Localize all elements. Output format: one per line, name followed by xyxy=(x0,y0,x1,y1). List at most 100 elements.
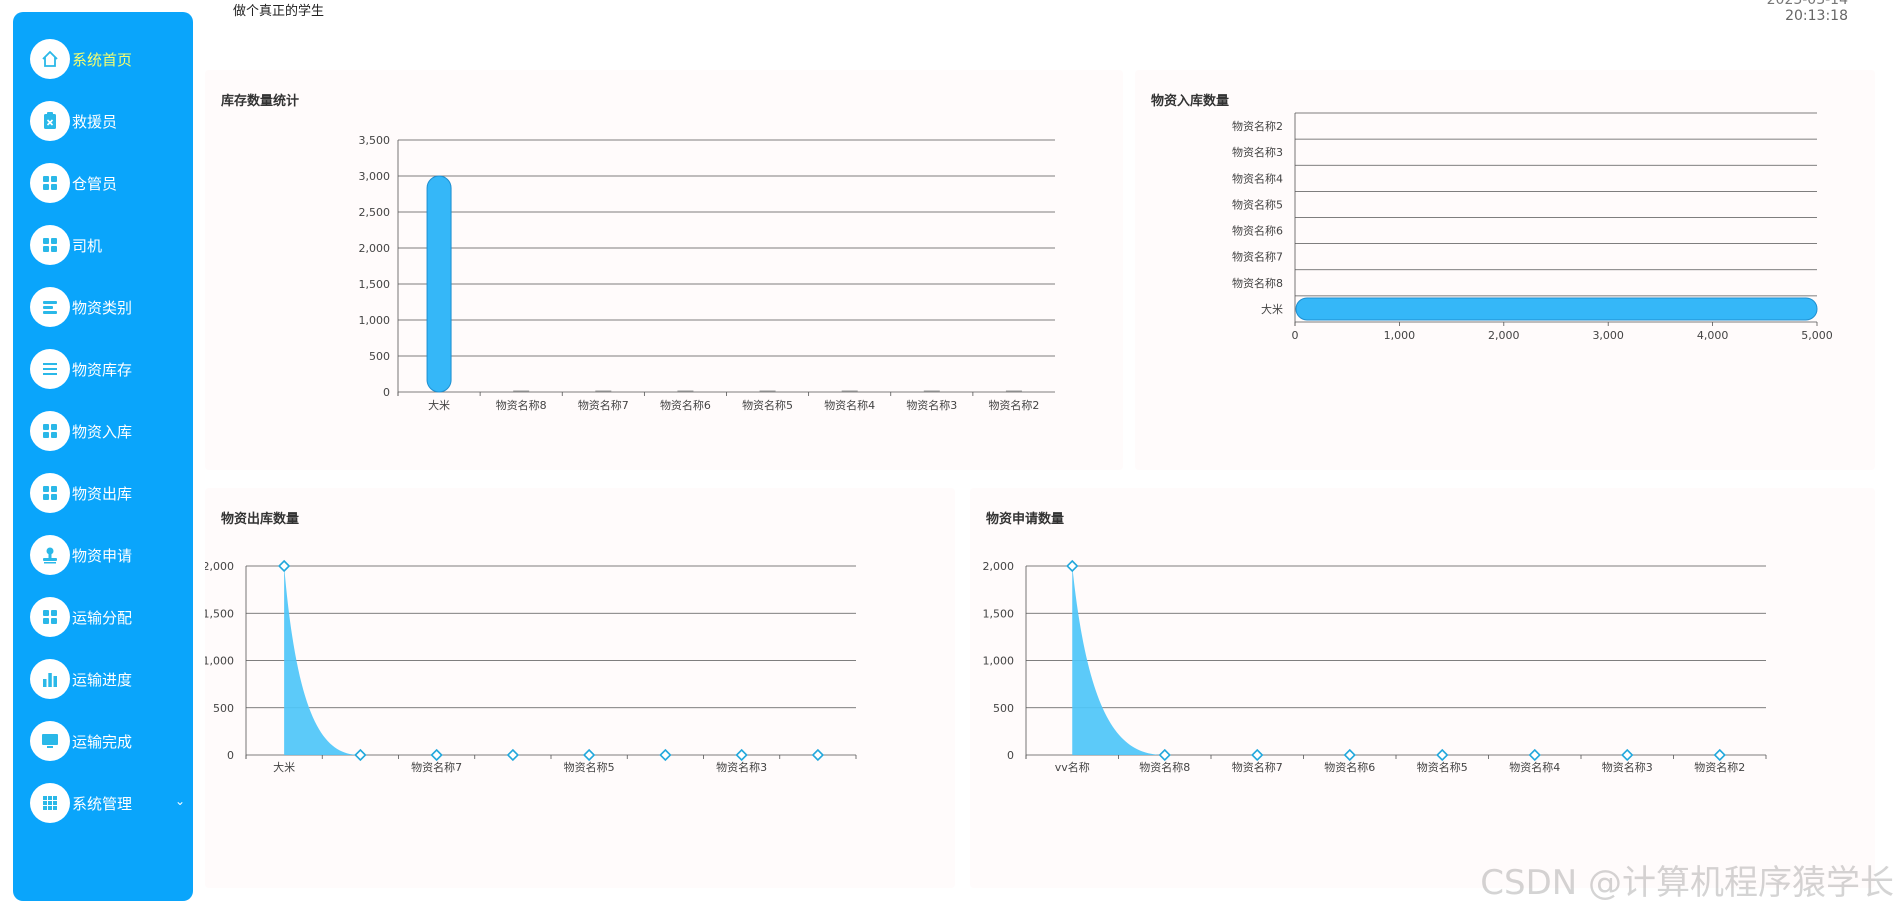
grid-icon xyxy=(30,597,70,637)
y-tick-label: 3,500 xyxy=(359,134,391,147)
header-time: 20:13:18 xyxy=(1785,8,1848,24)
x-tick-label: 物资名称5 xyxy=(1417,760,1468,774)
chevron-down-icon[interactable]: ⌄ xyxy=(174,794,185,808)
data-point xyxy=(1528,748,1541,762)
sidebar-item-12[interactable]: 系统管理 ⌄ xyxy=(30,783,185,823)
grid-icon xyxy=(30,411,70,451)
bar xyxy=(426,175,452,393)
y-tick-label: 物资名称4 xyxy=(1232,171,1283,185)
y-tick-label: 500 xyxy=(213,702,234,715)
apply-chart-title: 物资申请数量 xyxy=(986,512,1065,527)
y-tick-label: 2,000 xyxy=(983,560,1015,573)
y-tick-label: 物资名称6 xyxy=(1232,224,1283,238)
sidebar-item-label: 物资库存 xyxy=(72,360,133,379)
sidebar-item-3[interactable]: 司机 xyxy=(30,225,185,265)
category-icon xyxy=(30,287,70,327)
sidebar-item-6[interactable]: 物资入库 xyxy=(30,411,185,451)
x-tick-label: 物资名称8 xyxy=(1139,760,1190,774)
grid-icon xyxy=(30,473,70,513)
apply-chart-panel: 物资申请数量 0 500 1,000 1,500 2,000 vv名称 物资名称8 物资名称7… xyxy=(970,488,1875,888)
watermark: CSDN @计算机程序猿学长 xyxy=(1480,863,1894,903)
sidebar-item-label: 司机 xyxy=(72,236,103,255)
y-tick-label: 1,000 xyxy=(359,314,391,327)
apps-icon xyxy=(30,783,70,823)
sidebar-item-0[interactable]: 系统首页 xyxy=(30,39,185,79)
bar-chart-icon xyxy=(30,659,70,699)
x-tick-label: 物资名称5 xyxy=(742,398,793,412)
top-header xyxy=(205,0,1875,45)
y-tick-label: 0 xyxy=(383,386,390,399)
y-tick-label: 2,500 xyxy=(359,206,391,219)
sidebar-item-9[interactable]: 运输分配 xyxy=(30,597,185,637)
sidebar-item-label: 物资申请 xyxy=(72,546,133,565)
sidebar: 系统首页救援员仓管员司机物资类别物资库存物资入库物资出库物资申请运输分配运输进度… xyxy=(13,12,193,901)
sidebar-item-label: 物资出库 xyxy=(72,484,133,503)
grid-icon xyxy=(30,163,70,203)
x-tick-label: 物资名称3 xyxy=(906,398,957,412)
y-tick-label: 物资名称2 xyxy=(1232,119,1283,133)
y-tick-label: 0 xyxy=(227,749,234,762)
y-tick-label: 物资名称5 xyxy=(1232,197,1283,211)
x-tick-label: 物资名称6 xyxy=(660,398,711,412)
x-tick-label: 大米 xyxy=(273,760,295,774)
y-tick-label: 1,000 xyxy=(983,655,1015,668)
header-motto: 做个真正的学生 xyxy=(233,4,325,19)
y-tick-label: 物资名称3 xyxy=(1232,145,1283,159)
y-tick-label: 500 xyxy=(369,350,390,363)
stock-chart-title: 库存数量统计 xyxy=(221,94,300,109)
x-tick-label: 1,000 xyxy=(1384,329,1416,342)
y-tick-label: 2,000 xyxy=(359,242,391,255)
sidebar-item-8[interactable]: 物资申请 xyxy=(30,535,185,575)
outbound-chart-panel: 物资出库数量 0 500 1,000 1,500 2,000 大米 物资名称7 物资名称5 物资… xyxy=(205,488,955,888)
y-tick-label: 1,000 xyxy=(205,655,234,668)
sidebar-item-label: 运输分配 xyxy=(72,608,133,627)
sidebar-item-11[interactable]: 运输完成 xyxy=(30,721,185,761)
data-point xyxy=(354,748,367,762)
sidebar-item-5[interactable]: 物资库存 xyxy=(30,349,185,389)
outbound-area-chart: 0 500 1,000 1,500 2,000 大米 物资名称7 物资名称5 物资名称3 xyxy=(205,559,857,774)
list-icon xyxy=(30,349,70,389)
y-tick-label: 物资名称7 xyxy=(1232,250,1283,264)
data-point xyxy=(1621,748,1634,762)
sidebar-item-label: 运输进度 xyxy=(72,670,133,689)
monitor-icon xyxy=(30,721,70,761)
sidebar-item-2[interactable]: 仓管员 xyxy=(30,163,185,203)
x-tick-label: 物资名称8 xyxy=(496,398,547,412)
sidebar-item-4[interactable]: 物资类别 xyxy=(30,287,185,327)
sidebar-item-10[interactable]: 运输进度 xyxy=(30,659,185,699)
x-tick-label: 物资名称3 xyxy=(1602,760,1653,774)
x-tick-label: 物资名称7 xyxy=(411,760,462,774)
inbound-hbar-chart: 大米 物资名称8 物资名称7 物资名称6 物资名称5 物资名称4 物资名称3 物资名称2 0 1,… xyxy=(1232,112,1833,342)
y-tick-label: 500 xyxy=(993,702,1014,715)
x-tick-label: 物资名称6 xyxy=(1324,760,1375,774)
x-tick-label: 0 xyxy=(1292,329,1299,342)
x-tick-label: 大米 xyxy=(428,398,450,412)
inbound-chart-title: 物资入库数量 xyxy=(1151,94,1230,109)
data-point xyxy=(1066,559,1079,573)
y-tick-label: 2,000 xyxy=(205,560,234,573)
data-point xyxy=(277,559,291,573)
x-tick-label: vv名称 xyxy=(1055,760,1090,774)
bar xyxy=(1295,297,1818,321)
x-tick-label: 物资名称3 xyxy=(716,760,767,774)
sidebar-item-label: 系统管理 xyxy=(72,794,133,813)
data-point xyxy=(506,748,520,762)
x-tick-label: 2,000 xyxy=(1488,329,1520,342)
data-point xyxy=(811,748,825,762)
x-tick-label: 物资名称2 xyxy=(1694,760,1745,774)
y-tick-label: 1,500 xyxy=(359,278,391,291)
header-date: 2023-03-14 xyxy=(1766,0,1848,8)
y-tick-label: 1,500 xyxy=(983,607,1015,620)
y-tick-label: 3,000 xyxy=(359,170,391,183)
data-point xyxy=(1713,748,1726,762)
data-point xyxy=(1251,748,1264,762)
sidebar-item-1[interactable]: 救援员 xyxy=(30,101,185,141)
sidebar-item-label: 运输完成 xyxy=(72,732,133,751)
x-tick-label: 5,000 xyxy=(1801,329,1833,342)
stock-chart-panel: 库存数量统计 0 500 1,000 1,500 2,000 2,500 3,000 3,50… xyxy=(205,70,1123,470)
y-tick-label: 0 xyxy=(1007,749,1014,762)
sidebar-item-label: 救援员 xyxy=(72,112,118,131)
sidebar-item-7[interactable]: 物资出库 xyxy=(30,473,185,513)
x-tick-label: 物资名称4 xyxy=(1509,760,1560,774)
apply-area-chart: 0 500 1,000 1,500 2,000 vv名称 物资名称8 物资名称7 物资名称6 物资… xyxy=(983,559,1767,774)
